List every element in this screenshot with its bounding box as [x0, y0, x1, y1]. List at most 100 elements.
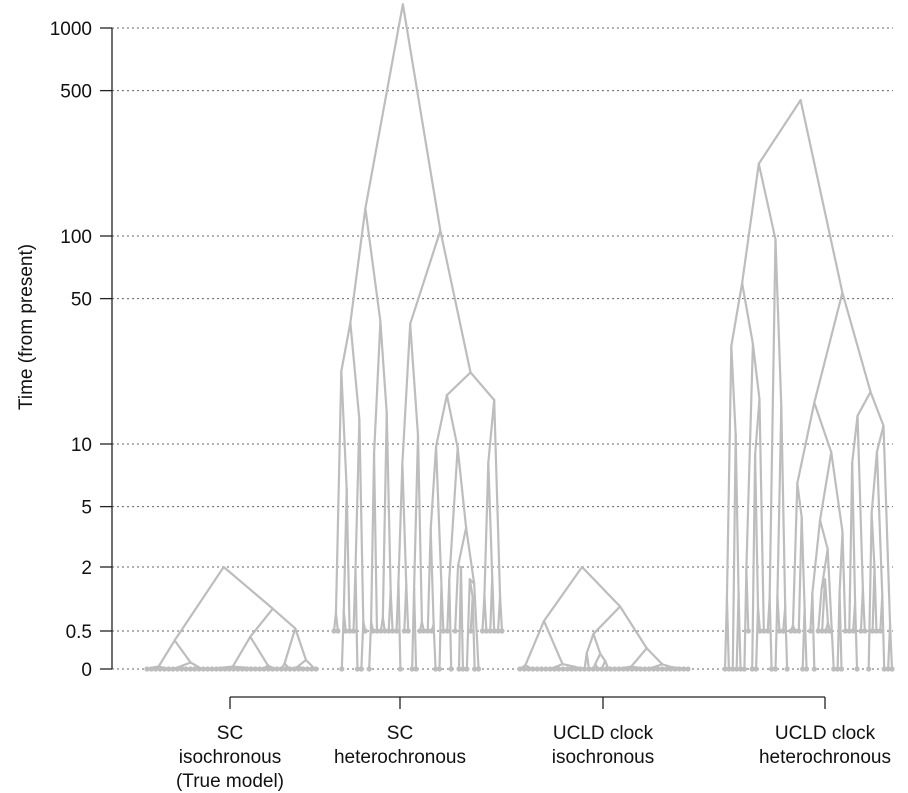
tree-branch: [851, 414, 859, 464]
y-axis: 1000 500 100 50 10 5 2 0.5 0: [50, 19, 113, 681]
tree-branch: [751, 342, 761, 401]
tree-tip: [633, 666, 639, 672]
tree-branch: [585, 651, 591, 671]
tree-tip: [213, 666, 219, 672]
tree-branch: [401, 462, 408, 587]
tree-branch: [841, 291, 872, 393]
x-tick-label: heterochronous: [334, 747, 466, 768]
tree-tip: [726, 666, 732, 672]
y-tick-label: 2: [81, 558, 92, 579]
tree-branch: [434, 394, 448, 448]
x-tick-label: SC: [217, 723, 243, 744]
tree-tip: [582, 666, 588, 672]
tree-tip: [231, 666, 237, 672]
tree-tip: [339, 666, 345, 672]
tree-branch: [841, 530, 847, 633]
tree-tip: [417, 628, 423, 634]
tree-tip: [776, 628, 782, 634]
tree-branch: [768, 596, 773, 671]
tree: [144, 565, 319, 672]
tree-tip: [803, 666, 810, 672]
tree-tip: [685, 666, 691, 672]
tree-tip: [440, 628, 446, 634]
tree-branch: [757, 99, 802, 165]
tree-tip: [823, 628, 829, 634]
tree-branch: [345, 487, 351, 633]
tree-branch: [580, 565, 622, 608]
tree-tip: [401, 628, 407, 634]
tree-branch: [368, 620, 373, 671]
tree-tip: [616, 666, 622, 672]
tree-tip: [218, 666, 224, 672]
x-tick-label: isochronous: [552, 747, 654, 768]
tree-tip: [148, 666, 154, 672]
tree-branch: [875, 424, 885, 453]
tree-branch: [619, 605, 648, 650]
tree-tip: [472, 666, 478, 672]
tree-branch: [405, 583, 410, 633]
tree-branch: [881, 594, 886, 671]
y-tick-label: 500: [60, 82, 92, 103]
tree-tip: [577, 666, 583, 672]
tree-branch: [730, 282, 744, 348]
tree-branch: [445, 394, 459, 449]
tree-tip: [248, 666, 254, 672]
tree: [517, 565, 691, 672]
tree-branch: [826, 547, 835, 671]
tree-branch: [409, 229, 442, 326]
tree-branch: [818, 519, 829, 551]
tree-tip: [741, 666, 748, 672]
tree-tip: [343, 628, 349, 634]
tree-tip: [769, 666, 775, 672]
tree-tip: [772, 666, 779, 672]
tree-branch: [440, 583, 445, 633]
tree: [331, 3, 505, 672]
tree-branch: [813, 401, 833, 454]
tree-tip: [432, 666, 439, 672]
tree-branch: [882, 424, 892, 626]
tree-tip: [858, 628, 864, 634]
tree-tip: [873, 628, 880, 634]
tree-tip: [226, 666, 232, 672]
tree-tip: [278, 666, 284, 672]
tree-branch: [542, 619, 564, 666]
tree-tip: [200, 666, 206, 672]
tree-tip: [491, 628, 497, 634]
tree-branch: [401, 3, 442, 232]
tree-tip: [607, 666, 614, 672]
y-tick-label: 1000: [50, 19, 92, 40]
tree-branch: [465, 526, 476, 585]
tree-branch: [456, 526, 468, 568]
tree-branch: [796, 482, 803, 519]
tree-branch: [737, 592, 742, 671]
tree-branch: [776, 405, 783, 597]
tree-branch: [349, 321, 361, 421]
tree-tip: [386, 628, 392, 634]
tree-branch: [397, 462, 404, 584]
tree-branch: [454, 564, 460, 633]
tree-branch: [364, 207, 382, 323]
tree-tip: [421, 628, 427, 634]
tree-tip: [885, 666, 891, 672]
tree-tip: [638, 666, 644, 672]
tree-tip: [335, 628, 341, 634]
tree-branch: [818, 451, 833, 522]
tree-tip: [642, 666, 648, 672]
tree-tip: [374, 628, 380, 634]
tree-branch: [799, 99, 844, 294]
tree-branch: [439, 229, 472, 374]
tree-branch: [448, 578, 453, 671]
tree-branch: [465, 578, 471, 671]
tree-tip: [304, 666, 310, 672]
tree-branch: [817, 587, 823, 633]
tree-tip: [274, 666, 280, 672]
tree-tip: [464, 666, 470, 672]
tree-tip: [569, 666, 575, 672]
tree-tip: [663, 666, 670, 672]
tree-branch: [401, 322, 412, 465]
tree-tip: [659, 666, 665, 672]
tree-branch: [725, 344, 733, 599]
tree-branch: [630, 647, 648, 668]
tree-tip: [257, 666, 263, 672]
tree-branch: [297, 658, 308, 668]
